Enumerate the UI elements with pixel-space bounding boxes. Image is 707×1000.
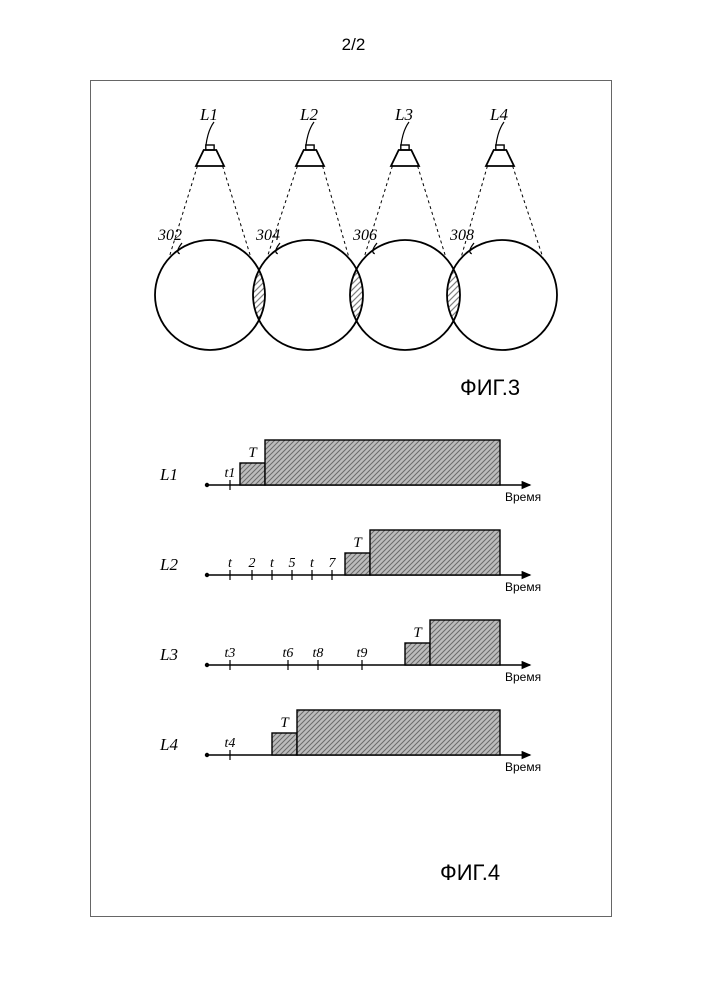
leader-line	[206, 122, 214, 145]
row-label: L3	[159, 645, 178, 664]
lamp-icon	[391, 150, 419, 166]
light-circle	[350, 240, 460, 350]
row-label: L1	[159, 465, 178, 484]
tick-label: t3	[225, 646, 236, 661]
axis-label: Время	[505, 670, 541, 684]
light-circle	[253, 240, 363, 350]
bar-high	[370, 530, 500, 575]
beam-line	[223, 166, 252, 259]
tick-label: t9	[357, 646, 368, 661]
fig3-label: ФИГ.3	[460, 375, 520, 401]
beam-line	[513, 166, 544, 259]
axis-label: Время	[505, 580, 541, 594]
axis-origin	[205, 483, 209, 487]
axis-origin	[205, 753, 209, 757]
lamp-icon	[296, 150, 324, 166]
circle-overlap	[253, 270, 265, 320]
tick-label: 7	[329, 556, 337, 571]
tick-label: 5	[289, 556, 296, 571]
tick-label: t6	[283, 646, 294, 661]
bar-high	[297, 710, 500, 755]
t-label: T	[353, 535, 363, 551]
lamp-label: L3	[394, 105, 413, 124]
beam-line	[418, 166, 447, 259]
fig3-diagram: 302304306308L1L2L3L4	[0, 0, 707, 400]
tick-label: t	[228, 556, 233, 571]
fig4-diagram: L1t1TВремяL2t2t5t7TВремяL3t3t6t8t9TВремя…	[0, 420, 707, 920]
lamp-label: L2	[299, 105, 318, 124]
bar-low	[240, 463, 265, 485]
leader-line	[306, 122, 314, 145]
row-label: L2	[159, 555, 178, 574]
tick-label: t1	[225, 466, 236, 481]
leader-line	[496, 122, 504, 145]
axis-origin	[205, 573, 209, 577]
row-label: L4	[159, 735, 178, 754]
bar-low	[345, 553, 370, 575]
axis-label: Время	[505, 490, 541, 504]
beam-line	[323, 166, 350, 259]
bar-high	[430, 620, 500, 665]
bar-high	[265, 440, 500, 485]
tick-label: t	[310, 556, 315, 571]
axis-label: Время	[505, 760, 541, 774]
beam-line	[364, 166, 393, 259]
lamp-icon	[196, 150, 224, 166]
lamp-label: L1	[199, 105, 218, 124]
t-label: T	[248, 445, 258, 461]
bar-low	[405, 643, 430, 665]
leader-line	[401, 122, 409, 145]
beam-line	[267, 166, 298, 259]
circle-label: 308	[449, 227, 474, 244]
tick-label: 2	[249, 556, 256, 571]
axis-origin	[205, 663, 209, 667]
tick-label: t	[270, 556, 275, 571]
circle-overlap	[447, 269, 460, 321]
beam-line	[461, 166, 488, 259]
bar-low	[272, 733, 297, 755]
fig4-label: ФИГ.4	[440, 860, 500, 886]
circle-overlap	[350, 269, 363, 321]
lamp-icon	[486, 150, 514, 166]
tick-label: t8	[313, 646, 324, 661]
beam-line	[169, 166, 198, 259]
t-label: T	[413, 625, 423, 641]
tick-label: t4	[225, 736, 236, 751]
t-label: T	[280, 715, 290, 731]
lamp-label: L4	[489, 105, 508, 124]
light-circle	[155, 240, 265, 350]
light-circle	[447, 240, 557, 350]
